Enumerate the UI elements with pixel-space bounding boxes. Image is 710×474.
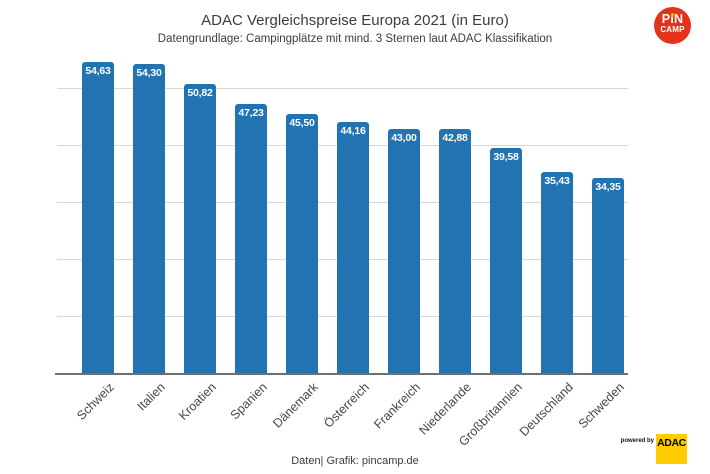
x-label-kroatien: Kroatien [176,380,219,423]
x-label-danemark: Dänemark [270,380,321,431]
pincamp-logo-line2: CAMP [660,25,685,34]
bar-value-label: 42,88 [442,132,468,144]
chart-subtitle: Datengrundlage: Campingplätze mit mind. … [157,33,553,45]
x-label-osterreich: Österreich [321,380,372,431]
bar-value-label: 50,82 [187,87,213,99]
bar-osterreich: 44,16 [337,122,369,374]
bar-schweden: 34,35 [592,178,624,374]
gridline-50 [57,87,628,89]
bar-value-label: 45,50 [289,117,315,129]
bar-kroatien: 50,82 [184,84,216,374]
adac-logo-box: ADAC [656,434,687,464]
bar-niederlande: 42,88 [439,129,471,374]
chart-header: ADAC Vergleichspreise Europa 2021 (in Eu… [0,0,710,45]
bar-grossbritannien: 39,58 [490,148,522,374]
bar-value-label: 43,00 [391,132,417,144]
x-label-italien: Italien [134,380,168,414]
bar-schweiz: 54,63 [82,62,114,374]
pincamp-logo: PiN CAMP [654,7,691,44]
footer-credit: Daten| Grafik: pincamp.de [291,455,419,467]
bar-value-label: 54,63 [85,65,111,77]
bar-value-label: 54,30 [136,67,162,79]
adac-logo-text: ADAC [657,437,686,449]
x-label-schweden: Schweden [575,380,627,432]
x-label-spanien: Spanien [227,380,270,423]
bar-frankreich: 43,00 [388,129,420,374]
powered-by-label: powered by [620,438,654,444]
bar-value-label: 44,16 [340,125,366,137]
bar-danemark: 45,50 [286,114,318,374]
bar-value-label: 35,43 [544,175,570,187]
pincamp-i-dot [670,13,675,17]
x-label-deutschland: Deutschland [516,380,576,440]
x-axis-line [55,373,628,375]
x-label-frankreich: Frankreich [371,380,423,432]
pincamp-logo-line1: PiN [661,12,684,26]
bar-spanien: 47,23 [235,104,267,374]
bar-value-label: 34,35 [595,181,621,193]
adac-logo: powered by ADAC [621,434,687,464]
bar-italien: 54,30 [133,64,165,374]
chart-title: ADAC Vergleichspreise Europa 2021 (in Eu… [201,12,509,29]
plot-area: 54,63 Schweiz 54,30 Italien 50,82 Kroatien 47,… [55,56,628,449]
bar-value-label: 47,23 [238,107,264,119]
bar-value-label: 39,58 [493,151,519,163]
bar-deutschland: 35,43 [541,172,573,374]
x-label-schweiz: Schweiz [74,380,117,423]
